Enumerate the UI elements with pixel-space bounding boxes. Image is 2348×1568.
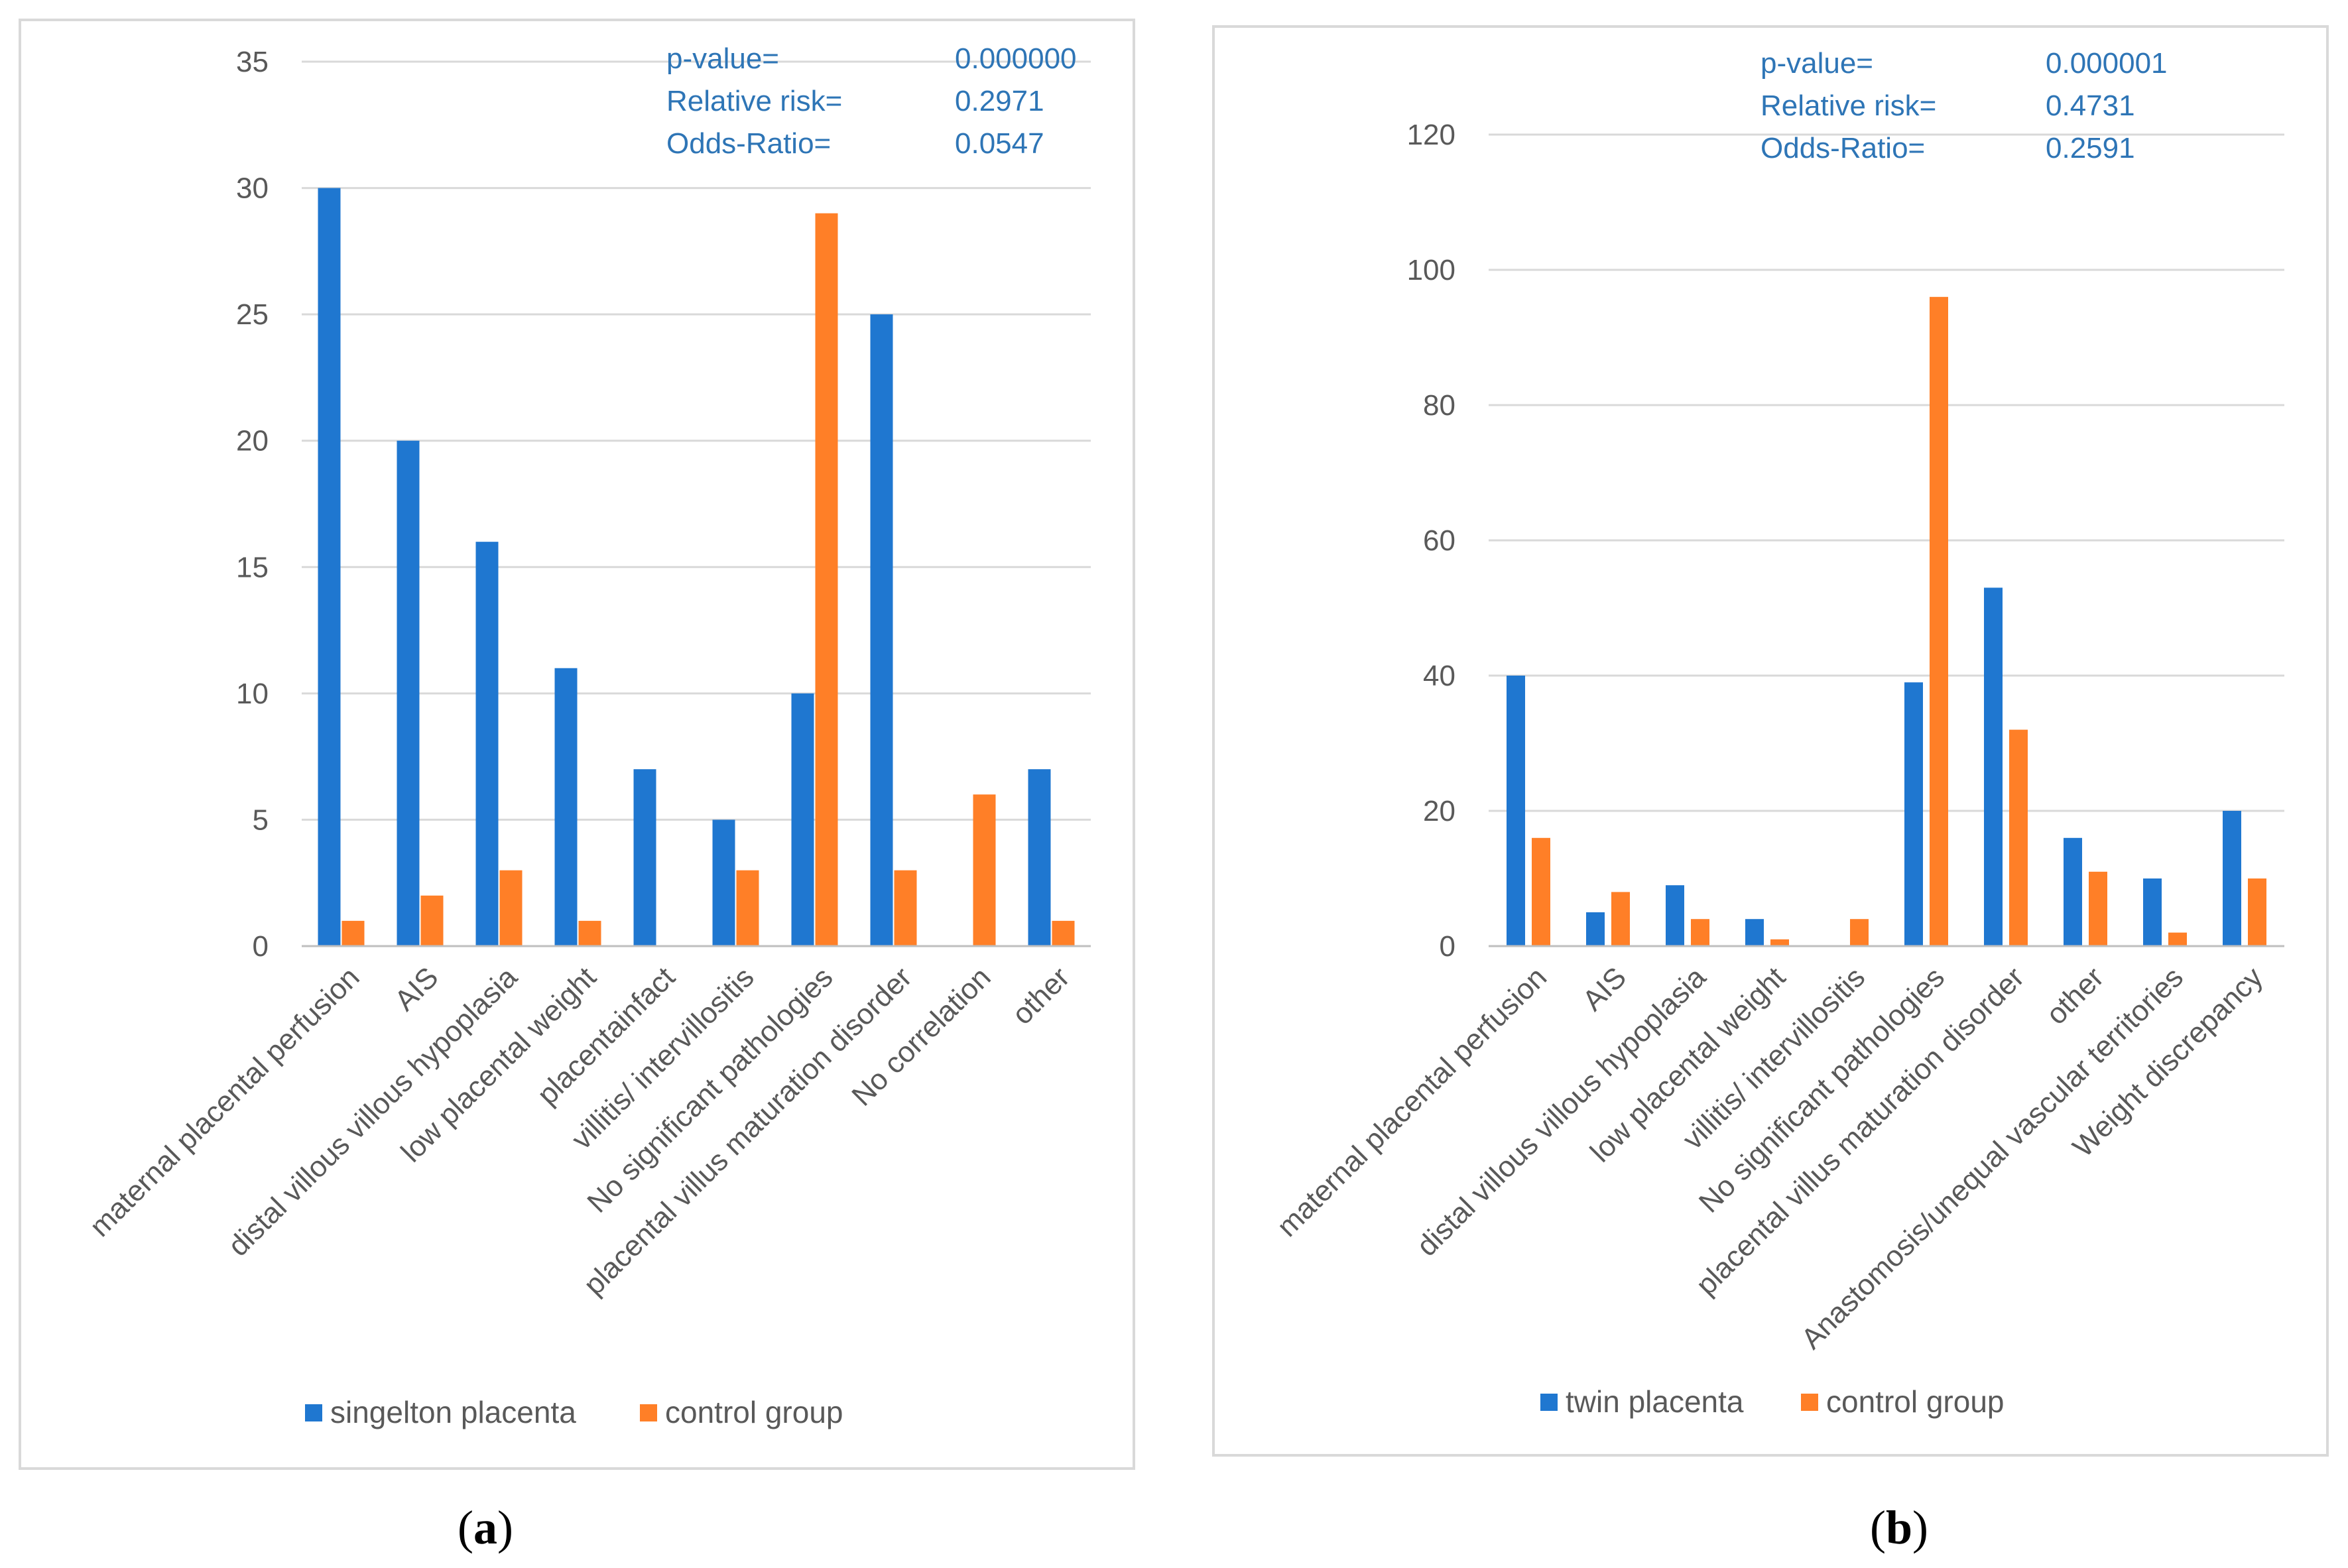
panel-a-legend: singelton placenta control group (305, 1395, 843, 1429)
panel-a-y-tick-2: 10 (236, 678, 269, 710)
panel-a-bar-s2-c7 (894, 870, 917, 946)
panel-a-y-tick-3: 15 (236, 551, 269, 583)
panel-b-bar-s1-c1 (1586, 912, 1605, 946)
panel-a-stat-value-or: 0.0547 (955, 127, 1044, 160)
panel-a-legend-swatch-1 (305, 1404, 322, 1421)
panel-a-y-tick-6: 30 (236, 172, 269, 205)
panel-a-bar-s1-c9 (1028, 769, 1051, 946)
panel-b-bars (1507, 296, 2266, 946)
panel-a-bar-s1-c6 (791, 693, 814, 946)
panel-b-bar-s2-c4 (1850, 919, 1869, 946)
panel-b-stat-label-rr: Relative risk= (1761, 90, 1936, 122)
panel-a-stat-label-or: Odds-Ratio= (666, 127, 831, 160)
panel-b-bar-s1-c6 (1984, 587, 2003, 946)
panel-b-bar-s1-c7 (2064, 837, 2082, 946)
panel-b-bar-s1-c9 (2223, 811, 2241, 946)
panel-b-stat-value-or: 0.2591 (2046, 132, 2135, 164)
panel-a-bar-s2-c5 (736, 870, 759, 946)
panel-b-bar-s2-c3 (1770, 939, 1789, 946)
panel-b-bar-s2-c5 (1930, 296, 1948, 946)
panel-a-bar-s1-c2 (475, 542, 499, 946)
panel-a-bar-s2-c8 (973, 794, 996, 946)
panel-a-y-tick-4: 20 (236, 425, 269, 457)
panel-a-y-tick-1: 5 (253, 804, 269, 836)
panel-a-stat-label-rr: Relative risk= (666, 85, 842, 117)
panel-a-bar-s1-c1 (397, 440, 420, 946)
panel-b-bar-s2-c7 (2089, 871, 2107, 946)
panel-b-stat-label-p: p-value= (1761, 47, 1873, 80)
panel-a-stats: p-value= 0.000000 Relative risk= 0.2971 … (666, 42, 1077, 160)
panel-b-y-tick-6: 120 (1407, 119, 1455, 151)
panel-b-bar-s1-c2 (1666, 885, 1684, 946)
panel-b-bar-s1-c3 (1745, 919, 1764, 946)
panel-b-y-tick-2: 40 (1423, 660, 1455, 692)
panel-b-y-tick-3: 60 (1423, 524, 1455, 557)
panel-a-bar-s2-c3 (578, 920, 601, 946)
panel-a-bar-s1-c3 (554, 668, 578, 946)
panel-b-legend-label-2: control group (1826, 1384, 2005, 1419)
panel-b-stats: p-value= 0.000001 Relative risk= 0.4731 … (1761, 47, 2168, 164)
panel-a-bar-s1-c4 (633, 769, 656, 946)
panel-a-caption: (a) (458, 1501, 513, 1554)
panel-a-y-tick-7: 35 (236, 46, 269, 78)
panel-b-stat-value-p: 0.000001 (2046, 47, 2168, 80)
panel-b-bar-s2-c9 (2248, 878, 2266, 946)
panel-b-bar-s2-c8 (2168, 932, 2187, 946)
panel-b-bar-s1-c8 (2143, 878, 2162, 946)
panel-a-bar-s1-c0 (318, 188, 341, 947)
panel-a-bars (318, 188, 1075, 947)
panel-a-legend-swatch-2 (640, 1404, 657, 1421)
panel-a-legend-label-2: control group (665, 1395, 843, 1429)
panel-b-y-ticks: 0 20 40 60 80 100 120 (1407, 119, 1455, 963)
panel-b-y-tick-5: 100 (1407, 254, 1455, 286)
panel-a-bar-s1-c7 (870, 314, 893, 947)
panel-b-legend-swatch-2 (1801, 1394, 1818, 1411)
panel-b-stat-value-rr: 0.4731 (2046, 90, 2135, 122)
panel-a-gridlines (302, 60, 1091, 821)
panel-a-bar-s1-c5 (712, 819, 735, 946)
panel-b-y-tick-4: 80 (1423, 389, 1455, 422)
panel-b-legend: twin placenta control group (1540, 1384, 2005, 1419)
panel-a-bar-s2-c2 (499, 870, 523, 946)
panel-b-bar-s2-c0 (1532, 837, 1550, 946)
panel-a-bar-s2-c6 (815, 213, 838, 947)
panel-a-legend-label-1: singelton placenta (330, 1395, 576, 1429)
panel-a-stat-value-rr: 0.2971 (955, 85, 1044, 117)
panel-a-stat-label-p: p-value= (666, 42, 779, 75)
panel-b-y-tick-1: 20 (1423, 795, 1455, 827)
panel-a-y-tick-0: 0 (253, 930, 269, 963)
panel-b-stat-label-or: Odds-Ratio= (1761, 132, 1925, 164)
panel-b-bar-s2-c2 (1691, 919, 1709, 946)
panel-b-letter: b (1886, 1501, 1912, 1554)
panel-b-bar-s1-c5 (1904, 682, 1923, 946)
panel-a-y-tick-5: 25 (236, 298, 269, 331)
panel-a-y-ticks: 0 5 10 15 20 25 30 35 (236, 46, 269, 963)
panel-b-bar-s1-c0 (1507, 676, 1525, 946)
panel-b-gridlines (1489, 133, 2284, 812)
panel-b-caption: (b) (1870, 1501, 1928, 1554)
panel-a-letter: a (473, 1501, 497, 1554)
panel-a-stat-value-p: 0.000000 (955, 42, 1077, 75)
panel-b-legend-swatch-1 (1540, 1394, 1558, 1411)
panel-b-legend-label-1: twin placenta (1566, 1384, 1744, 1419)
panel-b-bar-s2-c6 (2009, 729, 2028, 946)
panel-a-bar-s2-c9 (1052, 920, 1075, 946)
panel-a-bar-s2-c1 (420, 895, 444, 946)
panel-b-frame (1212, 25, 2329, 1457)
panel-b-bar-s2-c1 (1611, 892, 1630, 946)
panel-b-y-tick-0: 0 (1440, 930, 1455, 963)
panel-a-bar-s2-c0 (341, 920, 365, 946)
